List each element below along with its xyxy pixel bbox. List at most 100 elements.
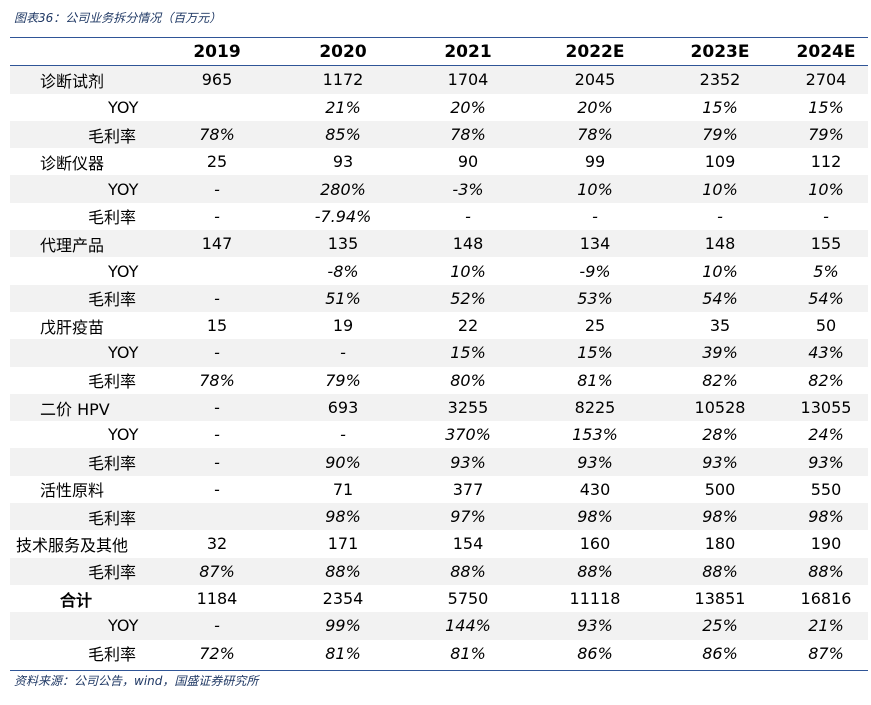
value-cell: 2354 [322,589,364,609]
table-row: 毛利率 78% 85% 78% 78% 79% 79% [10,120,868,149]
value-cell: 1184 [196,589,238,609]
value-cell: - [214,288,220,308]
value-cell: 180 [704,534,736,554]
value-cell: 21% [808,616,844,636]
value-cell: - [592,206,598,226]
header-cell: 2020 [319,41,367,62]
value-cell: 16816 [800,589,852,609]
value-cell: 109 [704,152,736,172]
table-row: 代理产品 147 135 148 134 148 155 [10,230,868,258]
value-cell: 22 [457,316,479,336]
row-label: 毛利率 [88,372,137,392]
table-row: 合计 1184 2354 5750 11118 13851 16816 [10,585,868,612]
value-cell: 25 [584,316,606,336]
value-cell: 82% [808,370,844,390]
table-row: 毛利率 78% 79% 80% 81% 82% 82% [10,367,868,394]
value-cell: -3% [452,179,484,199]
value-cell: 3255 [447,398,489,417]
table-row: 毛利率 - 90% 93% 93% 93% 93% [10,448,868,476]
value-cell: 25 [206,152,228,172]
value-cell: 88% [577,561,613,581]
value-cell: 86% [577,643,613,663]
header-row: 2019 2020 2021 2022E 2023E 2024E [10,38,868,66]
value-cell: 87% [199,561,235,581]
business-breakdown-table: 2019 2020 2021 2022E 2023E 2024E 诊断试剂 965… [10,38,868,667]
value-cell: 370% [445,425,491,445]
value-cell: -9% [579,261,611,281]
value-cell: 87% [808,643,844,663]
value-cell: - [214,206,220,226]
value-cell: 93% [808,452,844,472]
value-cell: 25% [702,616,738,636]
value-cell: 171 [327,534,359,554]
header-cell: 2024E [796,41,856,62]
value-cell: 5750 [447,589,489,609]
figure-caption: 图表36：公司业务拆分情况（百万元） [14,11,222,25]
value-cell: 80% [450,370,486,390]
bottom-rule [10,670,868,671]
table-row: 戊肝疫苗 15 19 22 25 35 50 [10,312,868,339]
value-cell: 50 [815,316,837,336]
table-row: YOY - - 370% 153% 28% 24% [10,421,868,448]
value-cell [150,503,284,530]
value-cell: 78% [199,125,235,145]
value-cell: 71 [332,479,354,499]
value-cell: - [214,179,220,199]
value-cell: - [340,425,346,445]
table-row: 二价 HPV - 693 3255 8225 10528 13055 [10,393,868,422]
value-cell: -8% [327,261,359,281]
value-cell: 24% [808,425,844,445]
table-row: 诊断仪器 25 93 90 99 109 112 [10,148,868,175]
value-cell: 90 [457,152,479,172]
table-row: 毛利率 72% 81% 81% 86% 86% 87% [10,640,868,667]
value-cell: 280% [320,179,366,199]
table-row: 活性原料 - 71 377 430 500 550 [10,476,868,503]
value-cell: 88% [808,561,844,581]
value-cell: 21% [325,97,361,117]
table-row: YOY -8% 10% -9% 10% 5% [10,257,868,284]
value-cell: 10% [577,179,613,199]
row-label: YOY [108,97,139,117]
value-cell: 35 [709,316,731,336]
value-cell: 86% [702,643,738,663]
header-cell: 2022E [565,41,625,62]
value-cell: 79% [325,370,361,390]
row-label: YOY [108,616,139,636]
row-label: YOY [108,343,139,363]
table-body: 诊断试剂 965 1172 1704 2045 2352 2704 YOY 21% 20% 20% 1… [10,65,868,667]
value-cell: 112 [810,152,842,172]
value-cell: 28% [702,425,738,445]
value-cell: 20% [450,97,486,117]
value-cell [150,257,284,284]
value-cell: 190 [810,534,842,554]
value-cell: -7.94% [314,206,372,226]
value-cell: 93% [577,616,613,636]
value-cell: 430 [579,479,611,499]
value-cell: - [214,452,220,472]
value-cell: 81% [325,643,361,663]
table-row: 技术服务及其他 32 171 154 160 180 190 [10,530,868,557]
value-cell: 13055 [800,398,852,417]
value-cell: 78% [450,125,486,145]
table-row: 诊断试剂 965 1172 1704 2045 2352 2704 [10,65,868,94]
value-cell: 2352 [699,70,741,90]
row-label: 合计 [60,590,93,610]
value-cell: 98% [325,507,361,527]
value-cell: 8225 [574,398,616,417]
row-label: 毛利率 [88,508,137,528]
value-cell: 79% [808,125,844,145]
value-cell: 93% [450,452,486,472]
value-cell: 135 [327,234,359,254]
value-cell: 54% [808,288,844,308]
value-cell: 20% [577,97,613,117]
value-cell: 82% [702,370,738,390]
value-cell: 52% [450,288,486,308]
row-label: 诊断仪器 [40,153,105,173]
value-cell: 1704 [447,70,489,90]
row-label: YOY [108,425,139,445]
value-cell: 693 [327,398,359,417]
value-cell: 78% [199,370,235,390]
value-cell: 2704 [805,70,847,90]
row-label: 毛利率 [88,563,137,583]
value-cell: - [214,425,220,445]
